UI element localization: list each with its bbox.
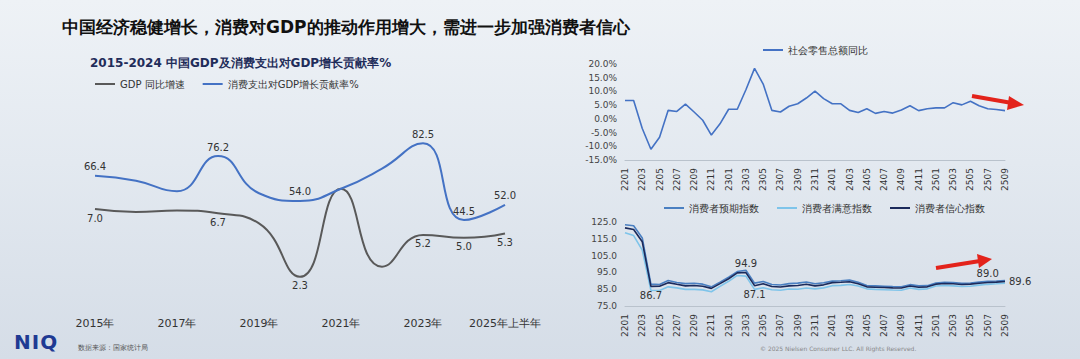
svg-text:2403: 2403 [845,168,855,191]
html-text:© 2025 Nielsen Consumer LLC. A: © 2025 Nielsen Consumer LLC. All Rights … [760,345,917,352]
svg-text:社会零售总额同比: 社会零售总额同比 [788,45,868,56]
svg-text:2401: 2401 [827,168,837,191]
svg-text:2509: 2509 [1000,168,1010,191]
svg-text:2303: 2303 [741,314,751,337]
svg-text:2201: 2201 [620,168,630,191]
svg-text:2311: 2311 [810,168,820,191]
svg-text:2211: 2211 [706,314,716,337]
svg-text:86.7: 86.7 [640,290,662,301]
svg-text:2205: 2205 [655,314,665,337]
svg-text:0.0%: 0.0% [594,114,617,124]
svg-text:44.5: 44.5 [453,206,475,217]
svg-text:2307: 2307 [775,168,785,191]
svg-text:2311: 2311 [810,314,820,337]
svg-text:2401: 2401 [827,314,837,337]
svg-text:2303: 2303 [741,168,751,191]
svg-text:2309: 2309 [793,314,803,337]
html-text:数据来源：国家统计局: 数据来源：国家统计局 [78,344,148,352]
svg-text:2209: 2209 [689,314,699,337]
svg-text:2.3: 2.3 [292,280,308,291]
svg-text:89.6: 89.6 [1009,276,1031,287]
svg-text:2301: 2301 [724,314,734,337]
svg-text:125.0: 125.0 [591,217,617,227]
svg-text:2405: 2405 [862,168,872,191]
svg-text:2409: 2409 [896,168,906,191]
svg-text:87.1: 87.1 [743,289,765,300]
svg-text:76.2: 76.2 [207,142,229,153]
svg-text:95.0: 95.0 [597,267,617,277]
svg-text:2017年: 2017年 [158,317,197,330]
svg-text:52.0: 52.0 [494,190,516,201]
svg-text:115.0: 115.0 [591,234,617,244]
svg-text:2501: 2501 [931,314,941,337]
svg-text:-15.0%: -15.0% [585,155,617,165]
svg-text:2305: 2305 [758,314,768,337]
svg-text:105.0: 105.0 [591,251,617,261]
svg-text:82.5: 82.5 [412,129,434,140]
svg-text:2211: 2211 [706,168,716,191]
svg-text:10.0%: 10.0% [588,86,617,96]
svg-text:-5.0%: -5.0% [591,128,618,138]
svg-text:2505: 2505 [965,168,975,191]
svg-text:2021年: 2021年 [322,317,361,330]
svg-text:2309: 2309 [793,168,803,191]
svg-text:2207: 2207 [672,168,682,191]
svg-text:7.0: 7.0 [87,213,103,224]
svg-text:2023年: 2023年 [404,317,443,330]
svg-text:2203: 2203 [637,314,647,337]
svg-text:2015-2024 中国GDP及消费支出对GDP增长贡献率%: 2015-2024 中国GDP及消费支出对GDP增长贡献率% [90,56,391,70]
svg-text:2411: 2411 [914,168,924,191]
svg-text:-10.0%: -10.0% [585,141,617,151]
svg-text:2305: 2305 [758,168,768,191]
svg-text:2201: 2201 [620,314,630,337]
svg-text:5.0: 5.0 [456,241,472,252]
html-text:中国经济稳健增长，消费对GDP的推动作用增大，需进一步加强消: 中国经济稳健增长，消费对GDP的推动作用增大，需进一步加强消费者信心 [62,17,630,37]
svg-text:94.9: 94.9 [735,258,757,269]
svg-text:2019年: 2019年 [240,317,279,330]
svg-text:2503: 2503 [948,168,958,191]
svg-text:2307: 2307 [775,314,785,337]
svg-text:66.4: 66.4 [84,161,106,172]
svg-text:5.3: 5.3 [497,237,513,248]
svg-text:75.0: 75.0 [597,301,617,311]
svg-text:2207: 2207 [672,314,682,337]
svg-text:消费者满意指数: 消费者满意指数 [802,203,872,214]
svg-text:2507: 2507 [983,314,993,337]
svg-text:消费者预期指数: 消费者预期指数 [689,203,759,214]
html-text:NIQ: NIQ [14,330,59,354]
svg-text:2505: 2505 [965,314,975,337]
svg-text:2205: 2205 [655,168,665,191]
svg-text:消费支出对GDP增长贡献率%: 消费支出对GDP增长贡献率% [228,79,359,90]
svg-text:2203: 2203 [637,168,647,191]
svg-text:2209: 2209 [689,168,699,191]
svg-text:54.0: 54.0 [289,186,311,197]
svg-text:2409: 2409 [896,314,906,337]
svg-text:5.0%: 5.0% [594,100,617,110]
svg-text:2301: 2301 [724,168,734,191]
svg-text:2407: 2407 [879,314,889,337]
svg-text:85.0: 85.0 [597,284,617,294]
svg-text:2403: 2403 [845,314,855,337]
svg-text:2025年上半年: 2025年上半年 [469,317,541,330]
svg-text:2015年: 2015年 [76,317,115,330]
svg-text:6.7: 6.7 [210,217,226,228]
svg-text:5.2: 5.2 [415,238,431,249]
svg-text:20.0%: 20.0% [588,59,617,69]
svg-text:消费者信心指数: 消费者信心指数 [915,203,985,214]
svg-text:2405: 2405 [862,314,872,337]
svg-text:GDP 同比增速: GDP 同比增速 [120,79,185,90]
svg-text:2407: 2407 [879,168,889,191]
svg-text:15.0%: 15.0% [588,73,617,83]
svg-text:2509: 2509 [1000,314,1010,337]
svg-text:2501: 2501 [931,168,941,191]
svg-text:2411: 2411 [914,314,924,337]
svg-text:89.0: 89.0 [977,268,999,279]
svg-text:2507: 2507 [983,168,993,191]
svg-text:2503: 2503 [948,314,958,337]
